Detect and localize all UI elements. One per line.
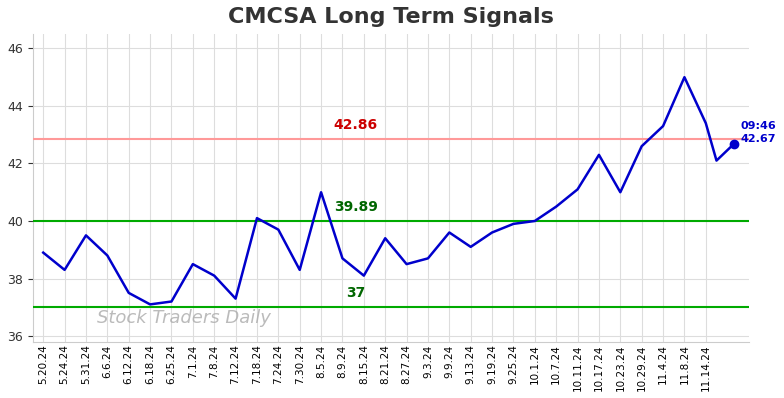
Text: 37: 37 (346, 286, 365, 300)
Title: CMCSA Long Term Signals: CMCSA Long Term Signals (227, 7, 554, 27)
Text: 39.89: 39.89 (334, 200, 378, 214)
Text: Stock Traders Daily: Stock Traders Daily (96, 309, 270, 328)
Text: 09:46
42.67: 09:46 42.67 (740, 121, 775, 144)
Text: 42.86: 42.86 (334, 117, 378, 132)
